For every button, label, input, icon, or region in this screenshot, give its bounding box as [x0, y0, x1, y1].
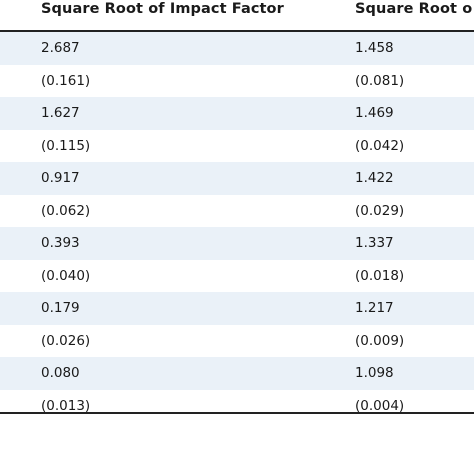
results-table: Square Root of Impact Factor Square Root… — [0, 0, 474, 422]
table-cell: 0.393 — [41, 235, 80, 251]
table-row: (0.040) (0.018) — [0, 259, 474, 292]
table-row: (0.013) (0.004) — [0, 389, 474, 422]
table-cell: 1.458 — [355, 40, 394, 56]
table-row: 0.393 1.337 — [0, 227, 474, 260]
header-square-root-truncated: Square Root o — [355, 1, 473, 17]
header-square-root-impact-factor: Square Root of Impact Factor — [41, 1, 284, 17]
table-cell: 1.469 — [355, 105, 394, 121]
table-cell: 0.917 — [41, 170, 80, 186]
table-cell: 2.687 — [41, 40, 80, 56]
table-cell: (0.081) — [355, 72, 405, 89]
table-cell: 1.098 — [355, 365, 394, 381]
table-cell: (0.062) — [41, 202, 91, 219]
table-row: (0.115) (0.042) — [0, 129, 474, 162]
header-rule — [0, 30, 474, 32]
table-row: 0.080 1.098 — [0, 357, 474, 390]
table-bottom-rule — [0, 412, 474, 414]
table-row: (0.026) (0.009) — [0, 324, 474, 357]
table-row: 2.687 1.458 — [0, 32, 474, 65]
table-cell: (0.115) — [41, 137, 91, 154]
table-cell: (0.018) — [355, 267, 405, 284]
table-cell: 1.217 — [355, 300, 394, 316]
table-cell: (0.040) — [41, 267, 91, 284]
table-row: 1.627 1.469 — [0, 97, 474, 130]
table-cell: (0.009) — [355, 332, 405, 349]
table-cell: 0.080 — [41, 365, 80, 381]
table-cell: (0.004) — [355, 397, 405, 414]
table-row: 0.917 1.422 — [0, 162, 474, 195]
table-cell: (0.013) — [41, 397, 91, 414]
table-body: 2.687 1.458 (0.161) (0.081) 1.627 1.469 … — [0, 32, 474, 422]
table-row: (0.062) (0.029) — [0, 194, 474, 227]
table-cell: (0.026) — [41, 332, 91, 349]
table-row: (0.161) (0.081) — [0, 64, 474, 97]
table-row: 0.179 1.217 — [0, 292, 474, 325]
table-cell: 0.179 — [41, 300, 80, 316]
table-cell: 1.337 — [355, 235, 394, 251]
table-cell: (0.042) — [355, 137, 405, 154]
table-cell: (0.029) — [355, 202, 405, 219]
table-cell: 1.422 — [355, 170, 394, 186]
table-cell: 1.627 — [41, 105, 80, 121]
table-cell: (0.161) — [41, 72, 91, 89]
table-header-row: Square Root of Impact Factor Square Root… — [0, 0, 474, 30]
